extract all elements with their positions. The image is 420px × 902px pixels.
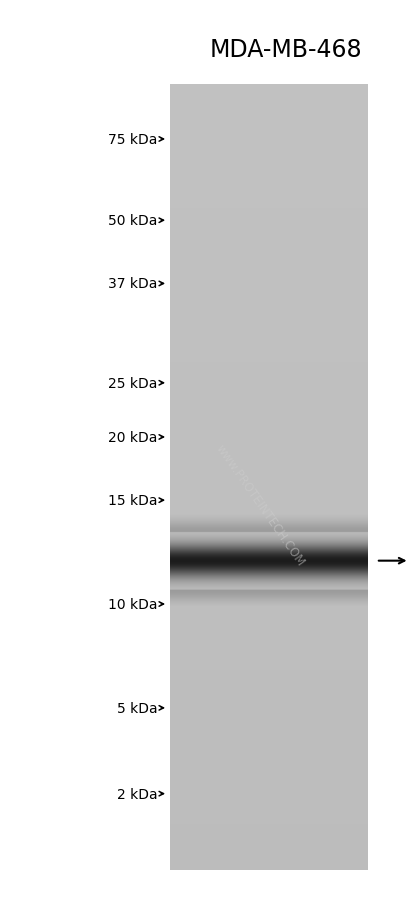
Text: 37 kDa: 37 kDa: [108, 277, 158, 291]
Text: 20 kDa: 20 kDa: [108, 430, 158, 445]
Text: 2 kDa: 2 kDa: [117, 787, 158, 801]
Text: 15 kDa: 15 kDa: [108, 493, 158, 508]
Text: MDA-MB-468: MDA-MB-468: [209, 38, 362, 61]
Text: 10 kDa: 10 kDa: [108, 597, 158, 612]
Text: 75 kDa: 75 kDa: [108, 133, 158, 147]
Text: 25 kDa: 25 kDa: [108, 376, 158, 391]
Text: 50 kDa: 50 kDa: [108, 214, 158, 228]
Text: www.PROTEINTECH.COM: www.PROTEINTECH.COM: [213, 442, 307, 568]
Text: 5 kDa: 5 kDa: [117, 701, 158, 715]
